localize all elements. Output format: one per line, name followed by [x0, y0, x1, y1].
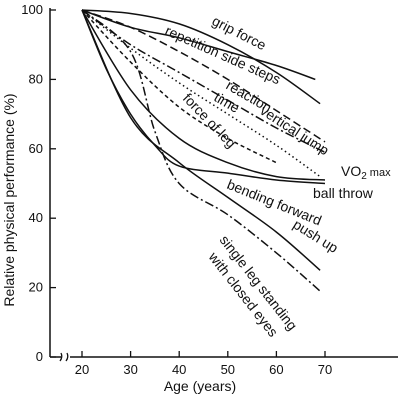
- x-tick-label: 40: [172, 362, 186, 377]
- y-axis-title: Relative physical performance (%): [1, 93, 17, 306]
- y-tick-label: 60: [29, 141, 43, 156]
- series-lines: [81, 9, 326, 292]
- label-bending-forward: bending forward: [225, 176, 324, 228]
- x-tick-label: 70: [318, 362, 332, 377]
- x-axis-title: Age (years): [164, 378, 236, 394]
- series-line-vertical-jump: [81, 9, 326, 153]
- y-tick-label: 0: [36, 349, 43, 364]
- x-tick-label: 30: [123, 362, 137, 377]
- series-line-force-of-leg: [81, 9, 277, 164]
- label-ball-throw: ball throw: [313, 185, 374, 201]
- series-line-grip-force: [81, 9, 321, 105]
- axis-break-mark: [59, 352, 69, 362]
- x-tick-label: 60: [269, 362, 283, 377]
- series-line-vo2-max: [81, 9, 326, 181]
- x-tick-label: 20: [75, 362, 89, 377]
- y-tick-label: 20: [29, 280, 43, 295]
- series-line-ball-throw: [81, 9, 326, 185]
- y-ticks: 0 20 40 60 80 100: [21, 2, 56, 364]
- y-tick-label: 100: [21, 2, 43, 17]
- series-line-repetition-side-steps: [81, 9, 326, 143]
- x-tick-label: 50: [221, 362, 235, 377]
- series-line-bending-forward: [81, 9, 321, 271]
- label-vo2-max: VO2 max: [341, 163, 391, 182]
- y-tick-label: 40: [29, 210, 43, 225]
- label-vertical-jump: vertical jump: [257, 102, 332, 158]
- series-line-push-up: [81, 9, 321, 292]
- x-ticks: 20 30 40 50 60 70: [75, 351, 332, 377]
- series-line-single-leg-standing-with-closed-eyes: [81, 9, 316, 81]
- y-tick-label: 80: [29, 71, 43, 86]
